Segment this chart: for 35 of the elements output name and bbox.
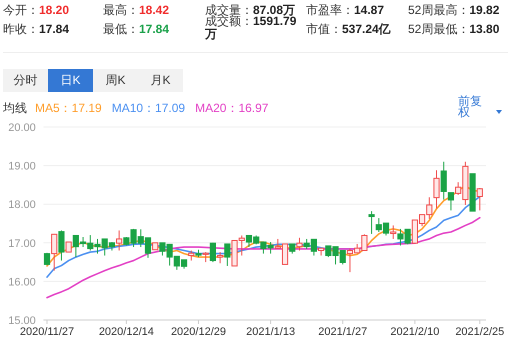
- text: MA5：17.19: [35, 101, 102, 115]
- candlestick: [440, 161, 447, 200]
- y-tick-label: 16.00: [8, 276, 36, 288]
- text: 最低：17.84: [103, 22, 170, 36]
- x-tick-label: 2021/2/10: [390, 326, 440, 338]
- candlestick: [433, 170, 440, 209]
- y-tick-label: 15.00: [8, 315, 36, 327]
- legend-title: 均线: [2, 101, 27, 115]
- y-tick-label: 20.00: [8, 122, 36, 134]
- text: 前复权: [458, 94, 483, 119]
- text: 52周最高：19.82: [408, 3, 500, 17]
- text: 市值：537.24亿: [306, 22, 391, 36]
- x-tick-label: 2021/1/13: [246, 326, 296, 338]
- x-tick-label: 2021/2/25: [455, 326, 504, 338]
- x-tick-label: 2020/12/14: [98, 326, 154, 338]
- y-tick-label: 18.00: [8, 199, 36, 212]
- text: 最高：18.42: [103, 3, 170, 17]
- text: MA10：17.09: [112, 101, 186, 115]
- text: 昨收：17.84: [3, 22, 70, 36]
- text: 分时: [3, 69, 48, 92]
- text: 今开：18.20: [3, 3, 70, 17]
- x-tick-label: 2020/11/27: [20, 326, 74, 338]
- text: 周K: [93, 69, 138, 92]
- text: 月K: [138, 69, 183, 92]
- text: MA20：16.97: [195, 101, 269, 115]
- text: 52周最低：13.80: [408, 22, 500, 36]
- candlestick: [116, 230, 122, 252]
- text: 市盈率：14.87: [306, 3, 384, 17]
- y-tick-label: 19.00: [8, 160, 36, 173]
- y-tick-label: 17.00: [8, 238, 36, 250]
- x-tick-label: 2021/1/27: [318, 326, 368, 338]
- candlestick: [390, 224, 396, 240]
- text: 日K: [48, 69, 93, 92]
- x-tick-label: 2020/12/29: [170, 326, 226, 338]
- line-series: [46, 216, 481, 298]
